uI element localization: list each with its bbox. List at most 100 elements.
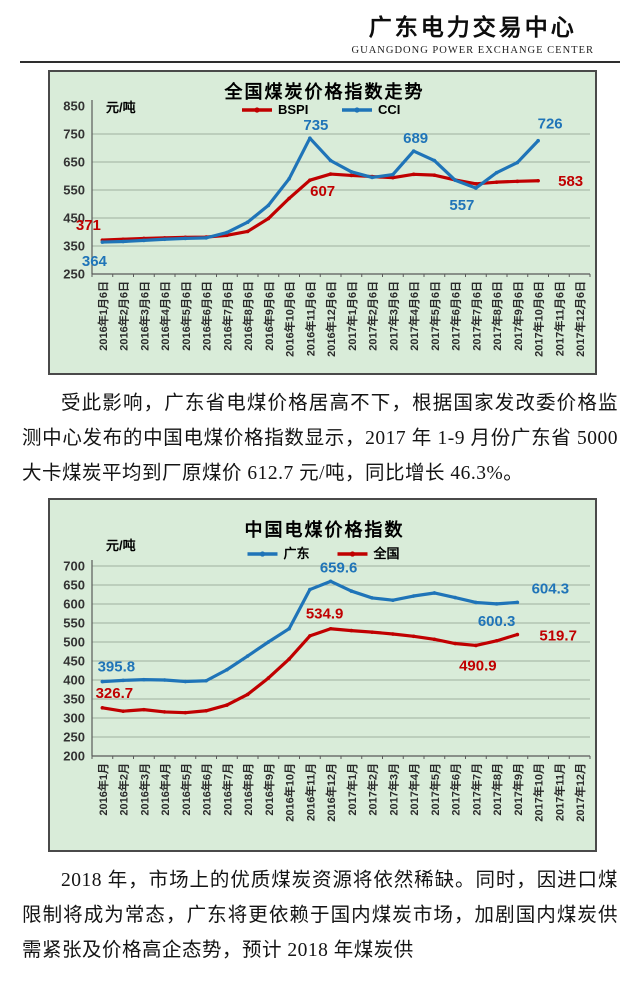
data-point <box>411 172 416 177</box>
data-point <box>474 643 478 648</box>
data-point <box>142 707 146 712</box>
x-tick-label: 2016年11月6日 <box>303 281 317 356</box>
body-paragraph-2: 2018 年，市场上的优质煤炭资源将依然稀缺。同时，因进口煤限制将成为常态，广东… <box>22 870 618 961</box>
unit-label: 元/吨 <box>106 100 136 115</box>
y-tick-label: 550 <box>63 183 85 198</box>
y-tick-label: 550 <box>63 616 85 631</box>
data-point <box>183 236 188 241</box>
china-power-coal-price-index-chart: 700 650 600 550 500 450 400 350 300 250 200 元/吨 中国电煤… <box>48 498 597 852</box>
x-tick-label: 2016年12月 <box>324 763 338 822</box>
x-tick-label: 2017年7月 <box>469 763 483 816</box>
data-point <box>494 180 499 184</box>
x-tick-label: 2016年8月 <box>241 763 255 816</box>
data-point <box>308 587 312 592</box>
data-label: 607 <box>310 183 335 200</box>
y-tick-label: 400 <box>63 673 85 688</box>
data-point <box>474 182 478 186</box>
series-line-CCI <box>100 136 540 244</box>
x-tick-label: 2016年3月6日 <box>137 281 151 351</box>
y-tick-label: 700 <box>63 559 85 574</box>
data-point <box>370 630 374 634</box>
y-tick-label: 450 <box>63 654 85 669</box>
data-point <box>474 186 478 190</box>
data-point <box>266 676 271 680</box>
data-point <box>349 628 354 633</box>
data-point <box>266 216 271 221</box>
data-point <box>411 149 416 153</box>
legend-marker <box>354 107 360 113</box>
data-point <box>453 178 457 182</box>
data-point <box>308 136 312 140</box>
x-tick-label: 2016年6月6日 <box>200 281 214 351</box>
data-point <box>287 177 291 181</box>
data-point <box>121 239 125 244</box>
x-tick-label: 2016年5月6日 <box>179 281 193 351</box>
x-tick-label: 2016年4月 <box>158 763 172 816</box>
data-point <box>453 595 457 600</box>
x-tick-label: 2016年1月 <box>96 763 110 816</box>
x-tick-label: 2017年6月6日 <box>449 281 463 351</box>
data-point <box>245 220 250 224</box>
legend-marker <box>254 107 260 113</box>
data-point <box>370 175 374 180</box>
x-tick-label: 2017年4月 <box>407 763 421 816</box>
x-tick-label: 2017年12月6日 <box>573 281 587 357</box>
unit-label: 元/吨 <box>106 538 136 553</box>
data-point <box>266 640 271 644</box>
x-tick-label: 2017年3月6日 <box>386 281 400 351</box>
data-point <box>515 179 520 184</box>
data-point <box>204 708 208 713</box>
x-tick-label: 2017年9月 <box>511 763 525 816</box>
data-label: 534.9 <box>306 606 344 623</box>
legend-marker <box>349 551 356 557</box>
data-point <box>162 710 167 714</box>
data-point <box>308 634 312 638</box>
data-point <box>266 203 271 208</box>
data-point <box>225 230 229 235</box>
data-point <box>204 236 208 240</box>
data-point <box>245 692 250 697</box>
data-point <box>391 172 395 177</box>
x-tick-label: 2017年12月 <box>573 763 587 822</box>
x-tick-label: 2017年6月 <box>449 763 463 816</box>
y-tick-label: 250 <box>63 730 85 745</box>
data-point <box>225 667 229 672</box>
chart-title: 中国电煤价格指数 <box>245 519 405 540</box>
data-point <box>183 710 188 715</box>
x-tick-label: 2017年1月6日 <box>345 281 359 351</box>
chart-title: 全国煤炭价格指数走势 <box>224 81 425 102</box>
x-tick-label: 2017年8月 <box>490 763 504 816</box>
y-tick-label: 650 <box>63 155 85 170</box>
data-point <box>432 637 437 642</box>
y-tick-label: 600 <box>63 597 85 612</box>
x-tick-label: 2017年10月6日 <box>532 281 546 357</box>
data-point <box>411 634 416 639</box>
data-label: 490.9 <box>459 657 497 674</box>
x-tick-label: 2017年5月6日 <box>428 281 442 351</box>
x-tick-label: 2017年11月 <box>552 763 566 821</box>
data-point <box>287 657 291 661</box>
data-point <box>100 679 105 684</box>
data-point <box>370 596 374 600</box>
data-point <box>121 678 125 683</box>
data-point <box>349 170 354 174</box>
x-tick-label: 2017年5月 <box>428 763 442 816</box>
org-subtitle: GUANGDONG POWER EXCHANGE CENTER <box>351 45 594 56</box>
data-label: 604.3 <box>532 580 570 597</box>
data-label: 519.7 <box>539 628 577 645</box>
data-point <box>328 626 333 631</box>
x-tick-label: 2016年10月6日 <box>283 281 297 357</box>
data-point <box>142 677 146 682</box>
y-tick-label: 250 <box>63 267 85 282</box>
data-point <box>515 632 520 637</box>
data-point <box>432 158 437 163</box>
legend-label: 全国 <box>373 546 400 561</box>
x-tick-label: 2016年8月6日 <box>241 281 255 351</box>
data-label: 659.6 <box>320 559 358 576</box>
logo-block: 广东电力交易中心 GUANGDONG POWER EXCHANGE CENTER <box>352 8 594 56</box>
data-point <box>515 600 520 605</box>
legend-marker <box>259 551 266 557</box>
data-point <box>411 594 416 598</box>
data-label: 583 <box>558 173 583 190</box>
data-point <box>100 240 105 244</box>
